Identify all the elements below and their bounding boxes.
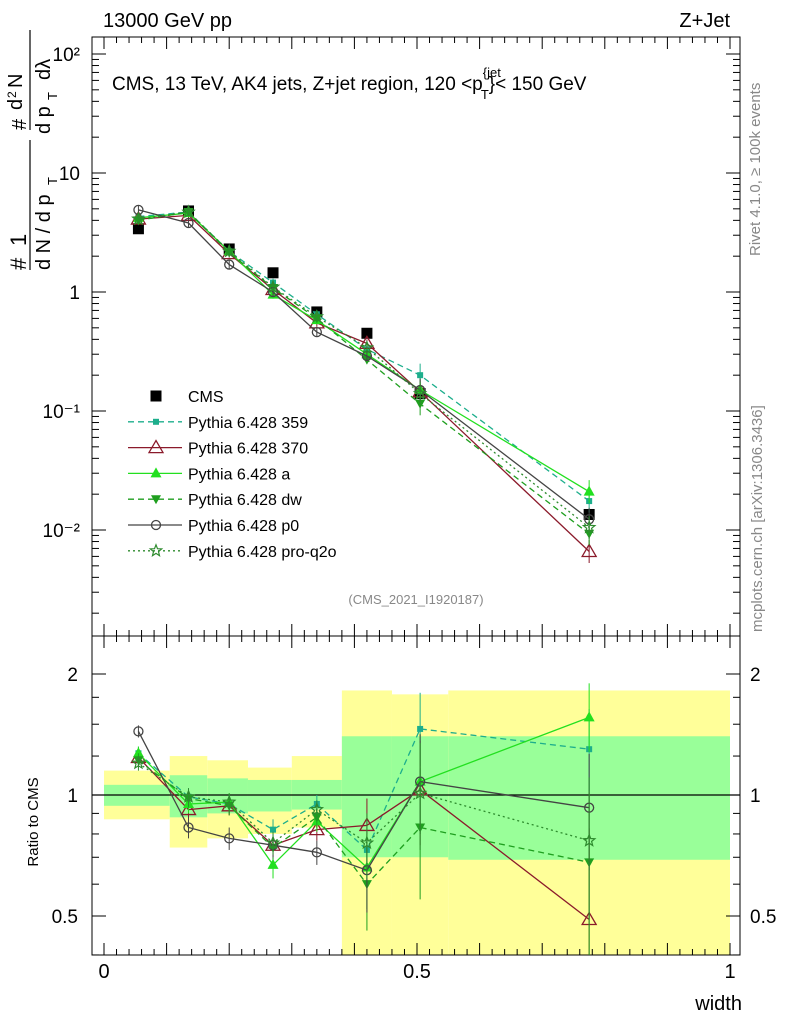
plot-title: CMS, 13 TeV, AK4 jets, Z+jet region, 120… <box>112 65 587 102</box>
point-a <box>583 485 595 496</box>
legend-marker-p359 <box>153 418 159 425</box>
legend-label: CMS <box>188 389 224 406</box>
legend-label: Pythia 6.428 a <box>188 466 290 483</box>
point-proq2o <box>181 204 196 219</box>
legend-marker-p0 <box>150 519 162 531</box>
ratio-y-tick-label: 2 <box>67 665 78 686</box>
legend-marker-cms <box>150 390 162 402</box>
ratio-y-tick-label-right: 0.5 <box>750 907 776 928</box>
point-p370 <box>581 543 598 558</box>
process-label: Z+Jet <box>679 10 730 32</box>
ratio-point-proq2o <box>265 835 281 850</box>
legend-label: Pythia 6.428 370 <box>188 441 308 458</box>
x-tick-label: 0 <box>98 961 109 983</box>
ratio-point-proq2o <box>181 789 196 803</box>
ratio-point-proq2o <box>581 832 597 847</box>
legend: CMS Pythia 6.428 359 Pythia 6.428 370 Pythi… <box>128 389 337 561</box>
mcplots-label: mcplots.cern.ch [arXiv:1306.3436] <box>749 405 766 632</box>
point-proq2o <box>359 340 375 354</box>
x-tick-label: 1 <box>724 961 735 983</box>
legend-label: Pythia 6.428 pro-q2o <box>188 544 337 561</box>
point-proq2o <box>412 385 428 400</box>
ratio-y-tick-label: 1 <box>67 786 78 807</box>
legend-label: Pythia 6.428 p0 <box>188 518 299 535</box>
main-panel: 10⁻² 10⁻¹ 1 10 10² <box>43 36 741 637</box>
series-line-dw <box>138 211 590 535</box>
ratio-line-p359 <box>137 728 590 851</box>
ratio-point-p0 <box>311 847 322 858</box>
ratio-point-p370 <box>180 801 197 816</box>
ratio-point-proq2o <box>412 785 428 800</box>
rivet-version-label: Rivet 4.1.0, ≥ 100k events <box>747 83 764 256</box>
cms-data-point <box>361 327 373 339</box>
ratio-point-a <box>132 747 144 758</box>
point-proq2o <box>265 279 281 294</box>
point-p0 <box>183 217 194 229</box>
main-y-tick-label: 10⁻¹ <box>43 402 81 423</box>
ratio-point-p370 <box>308 821 325 836</box>
uncertainty-band-inner <box>207 778 248 814</box>
analysis-id: (CMS_2021_I1920187) <box>348 592 483 607</box>
ratio-point-proq2o <box>359 835 375 850</box>
ratio-point-p359 <box>417 725 424 732</box>
ratio-y-tick-label: 0.5 <box>52 907 78 928</box>
x-tick-label: 0.5 <box>403 961 431 983</box>
point-p0 <box>311 326 322 338</box>
point-p0 <box>224 259 235 270</box>
ratio-y-tick-label-right: 1 <box>750 786 761 807</box>
ratio-bands <box>104 690 730 955</box>
series-line-proq2o <box>138 211 590 529</box>
series-line-p359 <box>138 211 590 502</box>
ratio-point-proq2o <box>131 755 146 770</box>
ratio-panel: 0 0.5 1 0.5 0.5 1 1 2 2 <box>52 635 776 983</box>
cms-data-point <box>267 267 279 279</box>
legend-marker-dw <box>151 495 161 505</box>
svg-text:#: # <box>6 257 31 270</box>
ratio-point-p0 <box>224 833 235 844</box>
svg-text:d N / d p: d N / d p <box>33 194 55 270</box>
ratio-point-a <box>267 858 279 869</box>
point-proq2o <box>131 211 146 226</box>
cms-data-point <box>132 223 144 235</box>
svg-text:T: T <box>45 92 60 100</box>
ratio-point-a <box>583 711 595 722</box>
ratio-line-dw <box>138 759 590 886</box>
ratio-point-p0 <box>183 822 194 833</box>
ratio-point-p359 <box>270 826 277 833</box>
main-y-tick-label: 10⁻² <box>43 521 81 542</box>
ratio-point-proq2o <box>309 801 325 816</box>
energy-label: 13000 GeV pp <box>103 10 232 32</box>
ratio-y-tick-label-right: 2 <box>750 665 761 686</box>
series-line-p0 <box>138 209 590 520</box>
point-proq2o <box>581 519 597 534</box>
legend-label: Pythia 6.428 dw <box>188 492 302 509</box>
svg-text:T: T <box>45 177 60 185</box>
svg-text:2: 2 <box>5 91 19 98</box>
ratio-line-p0 <box>137 730 590 871</box>
ratio-y-axis-label: Ratio to CMS <box>25 777 42 866</box>
main-y-tick-label: 1 <box>69 283 80 304</box>
legend-marker-a <box>150 467 162 478</box>
point-proq2o <box>221 243 237 258</box>
main-y-tick-label: 10 <box>59 164 80 185</box>
point-proq2o <box>309 309 325 323</box>
legend-marker-proq2o <box>148 543 164 558</box>
svg-text:dλ: dλ <box>33 59 55 80</box>
ratio-point-p0 <box>133 726 144 737</box>
main-y-axis-label: # 1 d N / d p T # d 2 N d p T dλ <box>5 30 60 270</box>
legend-marker-p370 <box>147 439 165 454</box>
svg-text:N: N <box>5 74 27 88</box>
svg-text:d: d <box>5 99 27 110</box>
ratio-point-proq2o <box>221 794 237 809</box>
svg-text:#: # <box>9 118 31 130</box>
svg-text:1: 1 <box>6 234 31 246</box>
uncertainty-band-inner <box>247 779 292 812</box>
x-axis-label: width <box>694 993 742 1015</box>
svg-text:d p: d p <box>33 106 55 134</box>
point-p359 <box>417 372 424 379</box>
legend-label: Pythia 6.428 359 <box>188 415 308 432</box>
main-y-tick-label: 10² <box>53 45 80 66</box>
